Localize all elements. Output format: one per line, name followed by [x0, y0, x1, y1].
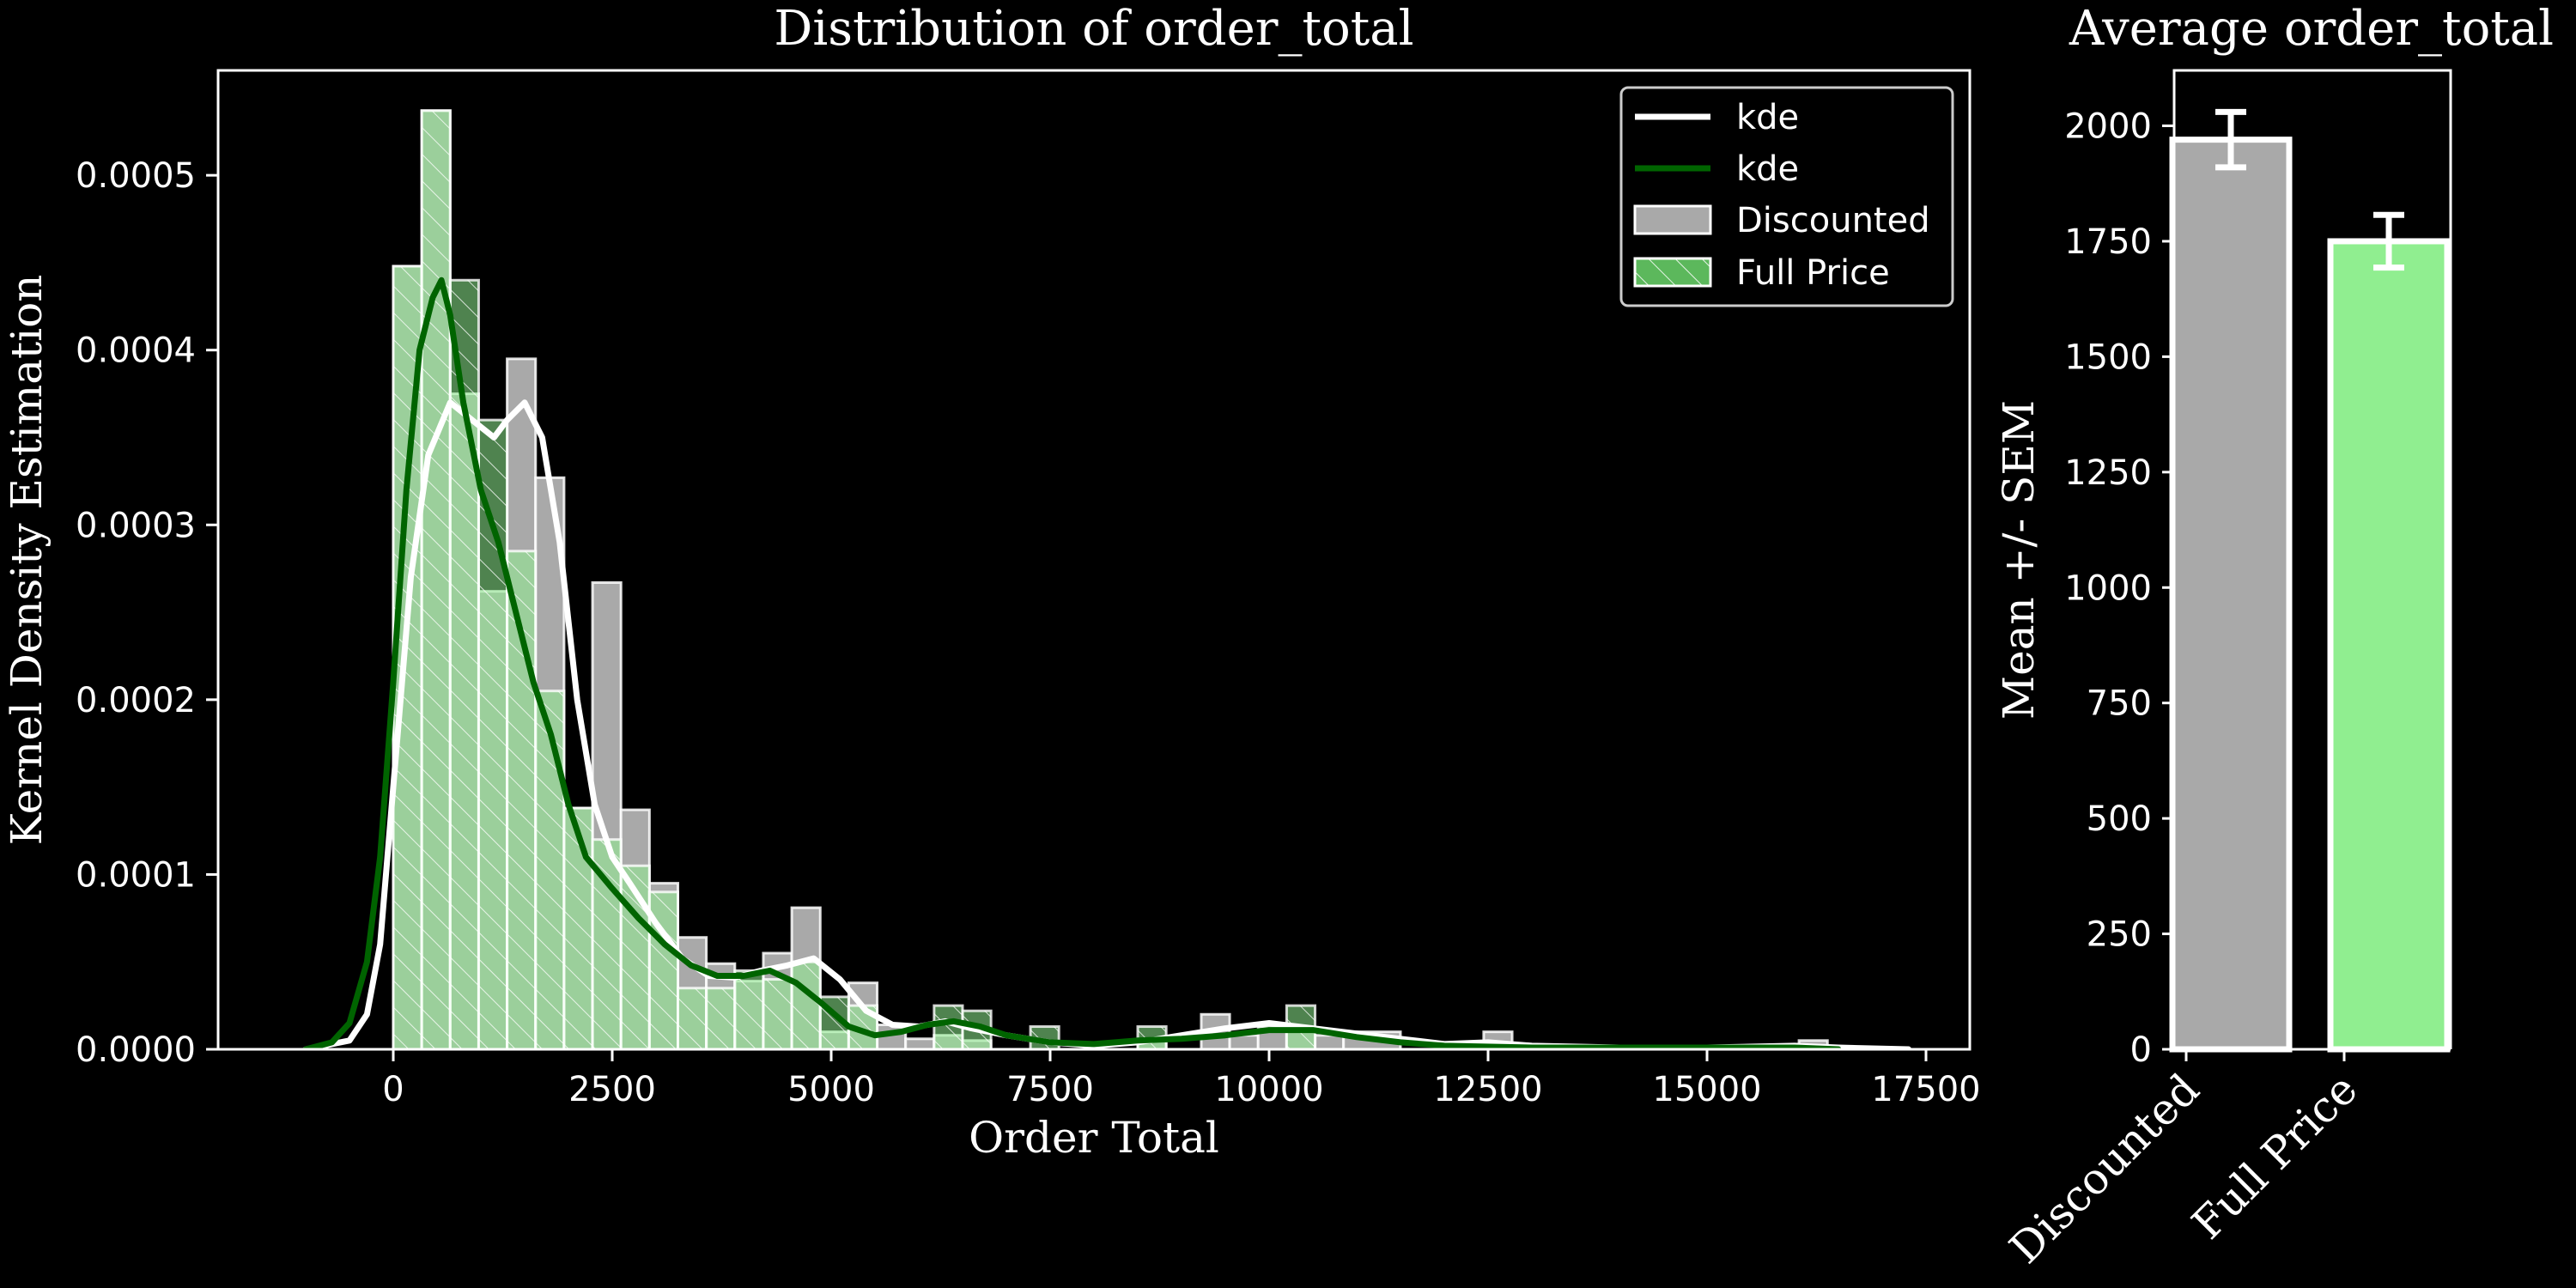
y-tick-label: 1750: [2064, 222, 2152, 262]
discounted-bar: [1314, 1034, 1346, 1049]
legend-discounted-swatch: [1633, 204, 1712, 235]
y-tick-label: 0: [2130, 1030, 2152, 1070]
full-price-bar-hatch: [563, 808, 593, 1049]
x-tick-label: 17500: [1871, 1070, 1980, 1109]
full-price-bar-hatch: [706, 987, 735, 1049]
mean-bar: [2327, 238, 2451, 1053]
y-tick-label: 750: [2087, 684, 2152, 724]
legend-label: kde: [1736, 149, 1799, 189]
distribution-y-axis: 0.0000 0.0001 0.0002 0.0003 0.0004 0.0005: [76, 156, 218, 1070]
x-tick-label: 0: [382, 1070, 404, 1109]
full-price-bar-hatch: [422, 110, 451, 1049]
distribution-chart: Distribution of order_total 0 2500 5000 750…: [2, 1, 1981, 1163]
y-tick-label: 0.0005: [76, 156, 196, 196]
kde-line-discounted: [302, 399, 1912, 1049]
average-bars: [2169, 108, 2451, 1053]
x-tick-label: 10000: [1214, 1070, 1323, 1109]
y-tick-label: 250: [2087, 915, 2152, 955]
y-tick-label: 0.0000: [76, 1030, 196, 1070]
y-tick-label: 1000: [2064, 568, 2152, 608]
discounted-bar: [904, 1037, 936, 1049]
average-y-axis: 0 250 500 750 1000 1250 1500 1750 2000: [2064, 107, 2174, 1070]
average-title: Average order_total: [2069, 1, 2554, 57]
average-plot-frame: [2172, 69, 2452, 1049]
distribution-x-label: Order Total: [969, 1113, 1219, 1163]
full-price-bar-hatch: [478, 420, 507, 1049]
y-tick-label: 0.0001: [76, 855, 196, 895]
kde-lines: [302, 276, 1912, 1049]
legend-label: Discounted: [1736, 201, 1930, 240]
distribution-x-axis: 0 2500 5000 7500 10000 12500 15000 17500: [382, 1049, 1981, 1109]
average-y-label: Mean +/- SEM: [1994, 400, 2044, 720]
y-tick-label: 1500: [2064, 337, 2152, 377]
legend-box: [1619, 86, 1954, 307]
legend: kde kde Discounted Full Price: [1619, 86, 1954, 307]
y-tick-label: 2000: [2064, 107, 2152, 147]
x-tick-label: Discounted: [2000, 1064, 2208, 1273]
full-price-bar-hatch: [792, 962, 821, 1049]
y-tick-label: 1250: [2064, 453, 2152, 493]
y-tick-label: 0.0003: [76, 506, 196, 545]
legend-label: kde: [1736, 98, 1799, 137]
distribution-title: Distribution of order_total: [774, 1, 1413, 57]
full-price-histogram: [392, 109, 1317, 1049]
y-tick-label: 500: [2087, 799, 2152, 839]
full-price-bar-hatch: [762, 979, 793, 1049]
kde-line-full-price: [302, 276, 1842, 1049]
distribution-y-label: Kernel Density Estimation: [2, 275, 52, 846]
distribution-plot-frame: [216, 69, 1971, 1051]
legend-label: Full Price: [1736, 253, 1890, 293]
y-tick-label: 0.0004: [76, 331, 196, 371]
mean-bar: [2169, 137, 2293, 1053]
full-price-bar-hatch: [535, 690, 564, 1049]
x-tick-label: 2500: [568, 1070, 656, 1109]
x-tick-label: 7500: [1006, 1070, 1094, 1109]
x-tick-label: Full Price: [2183, 1064, 2367, 1249]
average-chart: Average order_total 0 250 500 750 1000 1250 15…: [1994, 1, 2554, 1273]
x-tick-label: 12500: [1433, 1070, 1542, 1109]
legend-full-price-hatch: [1635, 258, 1710, 286]
full-price-bar-hatch: [734, 970, 763, 1049]
x-tick-label: 15000: [1652, 1070, 1761, 1109]
discounted-bar: [1228, 1034, 1260, 1049]
y-tick-label: 0.0002: [76, 681, 196, 720]
x-tick-label: 5000: [787, 1070, 875, 1109]
full-price-bar-hatch: [677, 987, 707, 1049]
